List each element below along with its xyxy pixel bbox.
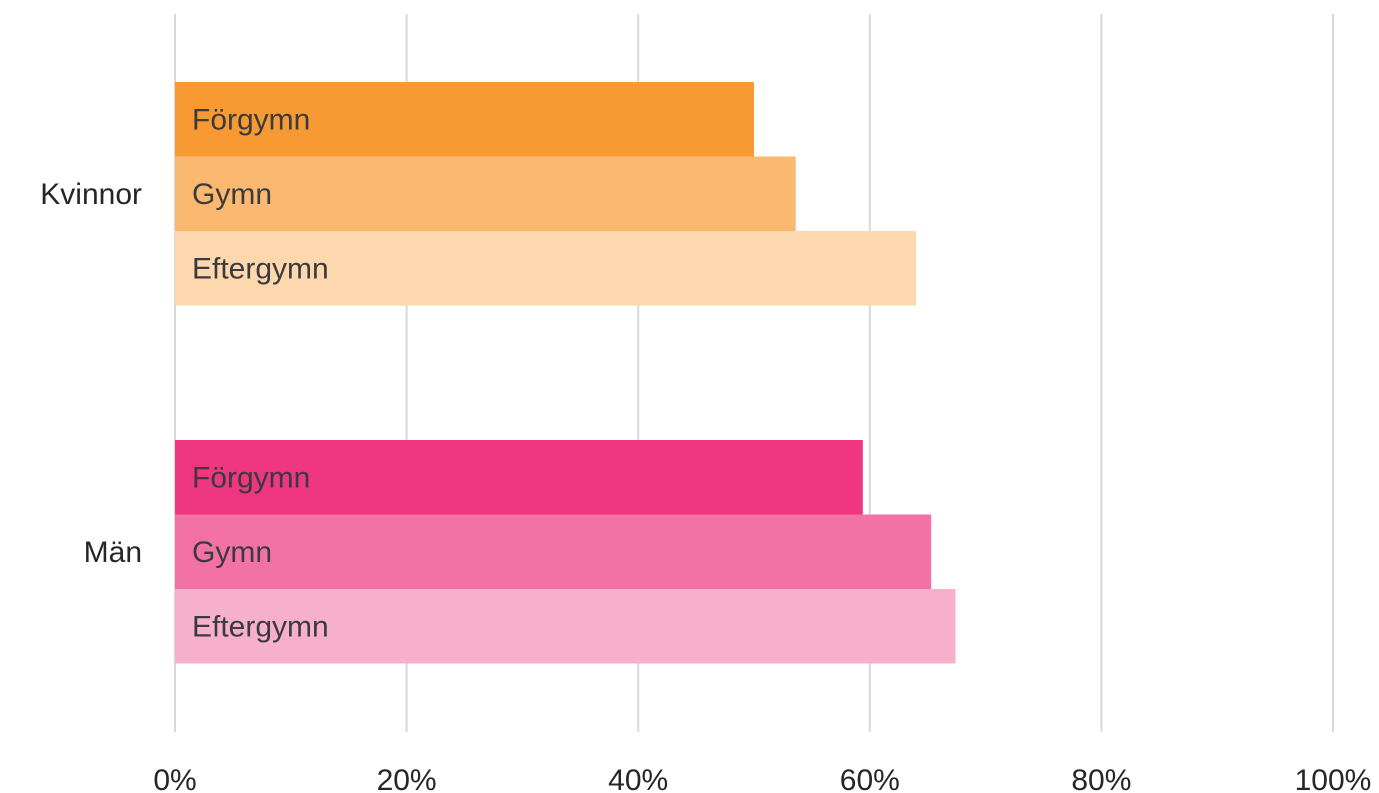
bar-label: Förgymn (192, 103, 310, 136)
x-tick-label: 60% (840, 764, 900, 793)
x-tick-label: 20% (377, 764, 437, 793)
bar (175, 231, 917, 306)
x-tick-label: 0% (153, 764, 196, 793)
bars (175, 82, 956, 664)
bar-label: Eftergymn (192, 252, 329, 285)
bar (175, 440, 863, 515)
x-tick-label: 40% (608, 764, 668, 793)
bar (175, 156, 796, 231)
bar (175, 589, 956, 664)
bar-label: Gymn (192, 178, 272, 211)
bar-label: Gymn (192, 536, 272, 569)
category-label: Män (84, 536, 142, 569)
x-tick-label: 80% (1071, 764, 1131, 793)
bar (175, 82, 754, 157)
category-label: Kvinnor (40, 178, 142, 211)
bar (175, 514, 932, 589)
labels: 0% 20% 40% 60% 80% 100% Förgymn Gymn Eftergymn Kv… (40, 103, 1371, 793)
bar-label: Eftergymn (192, 610, 329, 643)
x-tick-label: 100% (1295, 764, 1372, 793)
bar-label: Förgymn (192, 461, 310, 494)
